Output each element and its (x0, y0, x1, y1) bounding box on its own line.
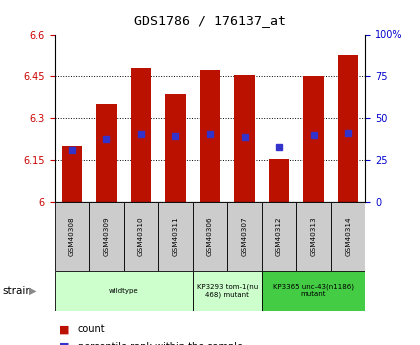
Text: GSM40309: GSM40309 (103, 217, 109, 256)
Bar (193, 202, 227, 271)
Text: strain: strain (2, 286, 32, 296)
Text: GSM40312: GSM40312 (276, 217, 282, 256)
Bar (200, 70, 221, 202)
Text: GSM40311: GSM40311 (173, 217, 178, 256)
Bar (158, 202, 193, 271)
Bar (61, 146, 82, 202)
Text: KP3365 unc-43(n1186)
mutant: KP3365 unc-43(n1186) mutant (273, 284, 354, 297)
Bar (123, 202, 158, 271)
Text: percentile rank within the sample: percentile rank within the sample (78, 342, 243, 345)
Text: GSM40314: GSM40314 (345, 217, 351, 256)
Bar (234, 75, 255, 202)
Bar (303, 76, 324, 202)
Bar (269, 159, 289, 202)
Text: GSM40307: GSM40307 (241, 217, 247, 256)
Text: ■: ■ (59, 325, 69, 334)
Text: KP3293 tom-1(nu
468) mutant: KP3293 tom-1(nu 468) mutant (197, 284, 258, 298)
Text: GSM40306: GSM40306 (207, 217, 213, 256)
Bar (193, 271, 262, 310)
Bar (89, 202, 123, 271)
Bar (297, 202, 331, 271)
Text: ▶: ▶ (29, 286, 36, 296)
Bar (55, 271, 193, 310)
Bar (131, 68, 151, 202)
Text: wildtype: wildtype (109, 288, 139, 294)
Bar (227, 202, 262, 271)
Bar (331, 202, 365, 271)
Text: GSM40313: GSM40313 (311, 217, 317, 256)
Text: GSM40310: GSM40310 (138, 217, 144, 256)
Bar (165, 95, 186, 202)
Bar (262, 202, 297, 271)
Bar (55, 202, 89, 271)
Bar (262, 271, 365, 310)
Text: ■: ■ (59, 342, 69, 345)
Bar (338, 56, 359, 202)
Text: count: count (78, 325, 105, 334)
Text: GSM40308: GSM40308 (69, 217, 75, 256)
Text: GDS1786 / 176137_at: GDS1786 / 176137_at (134, 14, 286, 27)
Bar (96, 104, 117, 202)
